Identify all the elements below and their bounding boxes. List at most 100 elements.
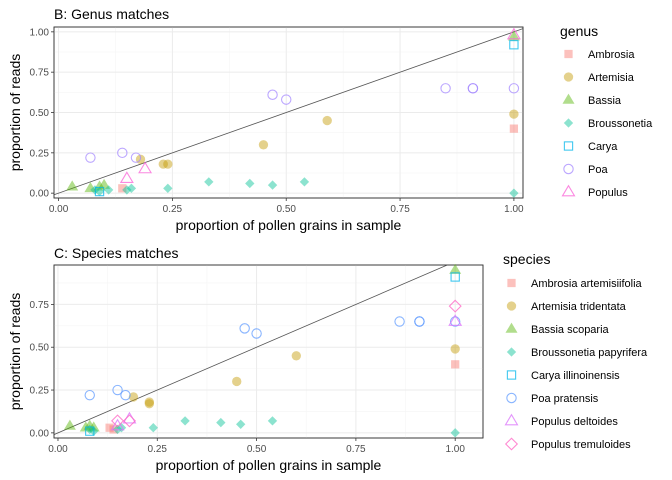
- data-point: [84, 389, 95, 401]
- data-point: [119, 171, 134, 183]
- legend: genus Ambrosia Artemisia Bassia Broussonetia…: [560, 23, 653, 201]
- legend-title: species: [503, 251, 550, 267]
- data-points: [66, 27, 521, 198]
- data-point: [85, 426, 95, 436]
- x-tick-label: 1.00: [504, 204, 524, 215]
- data-point: [450, 344, 460, 354]
- legend-key-symbol: [506, 301, 517, 311]
- series-carya-illinoinensis: [85, 272, 460, 436]
- legend-label: Carya: [588, 141, 618, 153]
- data-point: [128, 392, 139, 402]
- x-axis-title: proportion of pollen grains in sample: [176, 217, 402, 233]
- legend-key-symbol: [504, 437, 519, 451]
- x-tick-label: 0.25: [163, 204, 183, 215]
- data-point: [449, 263, 462, 274]
- x-axis-title: proportion of pollen grains in sample: [156, 457, 382, 473]
- data-point: [414, 316, 425, 327]
- data-point: [94, 186, 105, 197]
- x-tick-label: 0.50: [247, 444, 267, 455]
- x-tick-label: 0.25: [148, 444, 168, 455]
- legend-item-artemisia-tridentata: Artemisia tridentata: [503, 297, 627, 315]
- data-point: [118, 184, 127, 193]
- y-tick-label: 0.00: [30, 189, 50, 200]
- legend-key-symbol: [506, 347, 517, 357]
- data-point: [509, 188, 519, 198]
- legend-key-symbol: [563, 141, 574, 151]
- legend-key-background: [503, 274, 520, 292]
- y-tick-label: 0.25: [30, 148, 50, 159]
- grid: [54, 27, 523, 198]
- legend-item-broussonetia: Broussonetia: [560, 114, 653, 132]
- data-point: [63, 419, 76, 430]
- x-tick-label: 0.75: [346, 444, 366, 455]
- data-point: [449, 316, 461, 327]
- series-poa: [85, 83, 520, 163]
- legend-key-background: [560, 68, 577, 86]
- legend-key-symbol: [504, 413, 519, 426]
- identity-reference-line: [54, 265, 448, 435]
- legend-item-populus-tremuloides: Populus tremuloides: [503, 435, 631, 453]
- x-tick-label: 0.75: [390, 204, 410, 215]
- data-point: [245, 178, 255, 189]
- legend-item-carya-illinoinensis: Carya illinoinensis: [503, 366, 620, 384]
- data-point: [509, 109, 519, 119]
- x-tick-label: 0.00: [49, 204, 69, 215]
- legend-key-background: [560, 114, 577, 132]
- data-point: [180, 416, 190, 426]
- genus-matches-panel: 0.00 0.25 0.50 0.75 1.00 0.00 0.25 0.50 0.75 1.00…: [7, 6, 653, 233]
- data-point: [280, 94, 292, 105]
- data-point: [158, 159, 168, 169]
- data-point: [144, 397, 155, 407]
- data-point: [105, 423, 114, 432]
- plot-panel: [53, 264, 484, 439]
- legend-key-symbol: [563, 72, 574, 82]
- panel-title: B: Genus matches: [54, 6, 169, 22]
- legend-key-symbol: [564, 49, 573, 59]
- data-point: [394, 316, 405, 327]
- legend-key-background: [503, 343, 520, 361]
- series-ambrosia: [118, 124, 519, 193]
- legend-key-background: [560, 91, 577, 109]
- data-point: [258, 140, 269, 150]
- legend-label: Broussonetia papyrifera: [531, 347, 648, 359]
- series-populus: [119, 27, 521, 183]
- series-bassia: [66, 30, 520, 193]
- identity-reference-line: [54, 28, 523, 196]
- series-carya: [94, 40, 519, 197]
- data-points: [63, 263, 463, 438]
- legend-item-artemisia: Artemisia: [560, 68, 635, 86]
- data-point: [111, 414, 125, 428]
- legend-key-symbol: [506, 370, 517, 380]
- data-point: [85, 152, 96, 163]
- legend-key-background: [503, 320, 520, 338]
- series-populus-tremuloides: [111, 299, 462, 428]
- legend-item-bassia: Bassia: [560, 91, 622, 109]
- data-point: [130, 152, 142, 163]
- data-point: [126, 183, 137, 193]
- data-point: [451, 360, 460, 369]
- data-point: [122, 185, 132, 195]
- legend-label: Populus: [588, 187, 628, 199]
- legend-item-carya: Carya: [560, 137, 618, 155]
- legend-label: Populus deltoides: [531, 416, 618, 428]
- data-point: [112, 384, 123, 396]
- data-point: [163, 183, 173, 193]
- data-point: [322, 115, 332, 126]
- legend-item-bassia-scoparia: Bassia scoparia: [503, 320, 610, 338]
- legend-key-background: [503, 389, 520, 407]
- data-point: [509, 124, 519, 133]
- data-point: [267, 180, 278, 190]
- data-point: [94, 186, 105, 197]
- legend-title: genus: [560, 23, 598, 39]
- y-tick-label: 1.00: [30, 27, 50, 38]
- data-point: [251, 328, 262, 339]
- legend-label: Artemisia tridentata: [531, 301, 627, 313]
- legend-key-symbol: [563, 118, 574, 128]
- data-point: [117, 147, 128, 159]
- x-tick-label: 0.00: [48, 444, 68, 455]
- data-point: [506, 27, 521, 40]
- legend-key-symbol: [506, 392, 517, 404]
- data-point: [291, 351, 301, 361]
- data-point: [508, 83, 520, 94]
